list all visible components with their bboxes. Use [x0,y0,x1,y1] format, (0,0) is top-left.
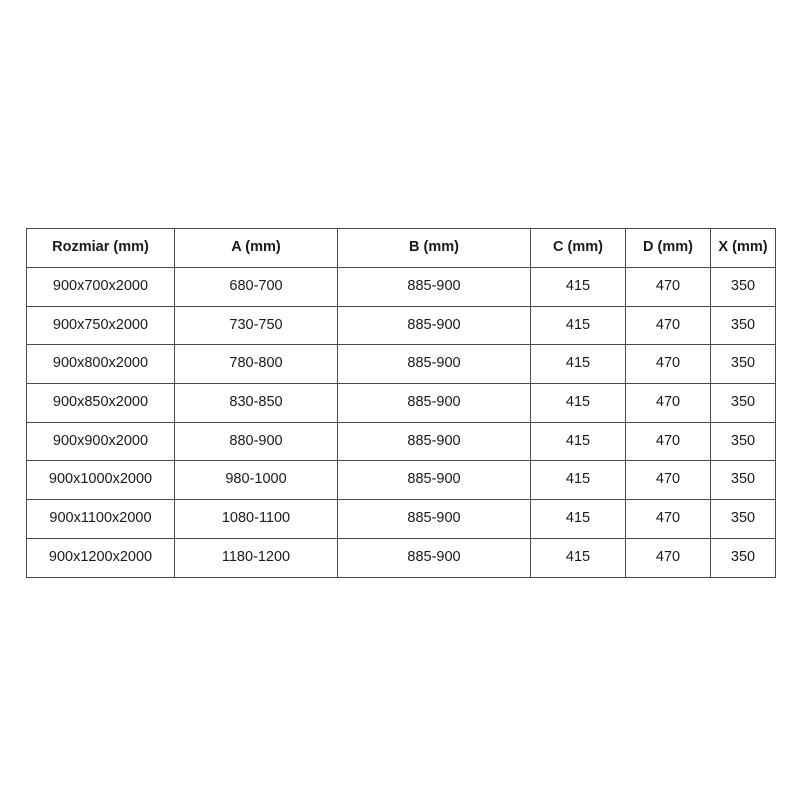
column-header-b: B (mm) [337,228,531,268]
specification-table: Rozmiar (mm) A (mm) B (mm) C (mm) D (mm)… [26,228,776,578]
cell-size: 900x1100x2000 [26,499,175,539]
table-header-row: Rozmiar (mm) A (mm) B (mm) C (mm) D (mm)… [26,228,776,268]
cell-c: 415 [530,305,626,346]
cell-size: 900x700x2000 [26,267,175,307]
cell-b: 885-900 [337,460,531,501]
cell-a: 830-850 [174,383,338,423]
cell-c: 415 [530,499,626,539]
cell-d: 470 [625,344,711,385]
cell-size: 900x750x2000 [26,305,175,346]
table-header: Rozmiar (mm) A (mm) B (mm) C (mm) D (mm)… [26,228,776,268]
cell-size: 900x850x2000 [26,383,175,423]
cell-x: 350 [710,421,776,462]
cell-d: 470 [625,267,711,307]
cell-d: 470 [625,537,711,578]
cell-d: 470 [625,383,711,423]
cell-a: 730-750 [174,305,338,346]
cell-c: 415 [530,267,626,307]
cell-x: 350 [710,344,776,385]
cell-b: 885-900 [337,305,531,346]
cell-x: 350 [710,537,776,578]
column-header-x: X (mm) [710,228,776,268]
column-header-a: A (mm) [174,228,338,268]
cell-x: 350 [710,305,776,346]
cell-x: 350 [710,383,776,423]
cell-size: 900x900x2000 [26,421,175,462]
cell-size: 900x1000x2000 [26,460,175,501]
cell-x: 350 [710,267,776,307]
table-row: 900x1000x2000 980-1000 885-900 415 470 350 [26,460,776,501]
table-row: 900x700x2000 680-700 885-900 415 470 350 [26,267,776,307]
cell-d: 470 [625,499,711,539]
cell-a: 980-1000 [174,460,338,501]
cell-b: 885-900 [337,499,531,539]
table-row: 900x900x2000 880-900 885-900 415 470 350 [26,421,776,462]
cell-c: 415 [530,460,626,501]
cell-a: 1080-1100 [174,499,338,539]
table-row: 900x750x2000 730-750 885-900 415 470 350 [26,305,776,346]
column-header-d: D (mm) [625,228,711,268]
table-row: 900x800x2000 780-800 885-900 415 470 350 [26,344,776,385]
cell-d: 470 [625,305,711,346]
cell-b: 885-900 [337,421,531,462]
cell-b: 885-900 [337,383,531,423]
column-header-size: Rozmiar (mm) [26,228,175,268]
column-header-c: C (mm) [530,228,626,268]
cell-c: 415 [530,421,626,462]
table-body: 900x700x2000 680-700 885-900 415 470 350 900x7… [26,267,776,578]
cell-a: 680-700 [174,267,338,307]
cell-b: 885-900 [337,537,531,578]
table-row: 900x1200x2000 1180-1200 885-900 415 470 350 [26,537,776,578]
cell-a: 880-900 [174,421,338,462]
table-row: 900x1100x2000 1080-1100 885-900 415 470 350 [26,499,776,539]
table-row: 900x850x2000 830-850 885-900 415 470 350 [26,383,776,423]
cell-a: 1180-1200 [174,537,338,578]
cell-x: 350 [710,499,776,539]
cell-x: 350 [710,460,776,501]
cell-b: 885-900 [337,344,531,385]
specification-table-container: Rozmiar (mm) A (mm) B (mm) C (mm) D (mm)… [26,228,776,578]
cell-c: 415 [530,383,626,423]
cell-b: 885-900 [337,267,531,307]
cell-c: 415 [530,537,626,578]
cell-size: 900x1200x2000 [26,537,175,578]
cell-d: 470 [625,421,711,462]
cell-size: 900x800x2000 [26,344,175,385]
cell-a: 780-800 [174,344,338,385]
cell-c: 415 [530,344,626,385]
cell-d: 470 [625,460,711,501]
